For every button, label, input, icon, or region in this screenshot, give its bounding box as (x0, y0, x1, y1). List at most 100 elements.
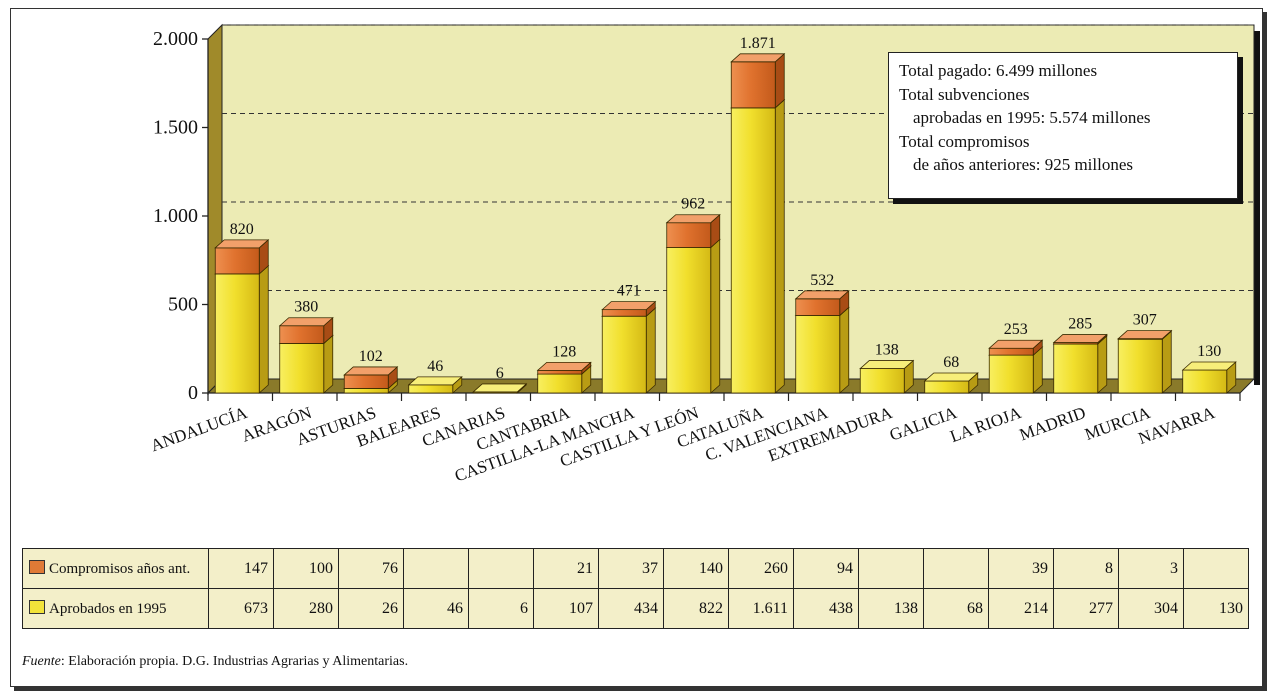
table-cell (923, 548, 989, 589)
table-cell: 434 (598, 588, 664, 629)
bar-total-label: 285 (1068, 316, 1092, 333)
table-cell: 107 (533, 588, 599, 629)
table-cell: 304 (1118, 588, 1184, 629)
table-cell: 147 (208, 548, 274, 589)
bar-compromisos (1117, 329, 1173, 341)
bar-aprobados-front (408, 384, 454, 394)
table-cell: 37 (598, 548, 664, 589)
yellow-cube-icon (29, 599, 45, 614)
table-cell: 76 (338, 548, 404, 589)
bar-compromisos-top (988, 339, 1044, 349)
bar-compromisos (214, 238, 270, 275)
bar-aprobados-side (1161, 330, 1172, 394)
source-text: : Elaboración propia. D.G. Industrias Ag… (60, 654, 409, 669)
bar-aprobados (601, 307, 657, 394)
bar-aprobados (665, 238, 721, 394)
source-label: Fuente (22, 654, 61, 669)
table-cell: 277 (1053, 588, 1119, 629)
table-cell: 8 (1053, 548, 1119, 589)
bar-aprobados (407, 375, 463, 394)
data-table: Compromisos años ant. 147 100 76 21 37 140 260… (22, 548, 1249, 629)
bar-total-label: 46 (427, 358, 443, 375)
bar-aprobados (214, 264, 270, 394)
bar-total-label: 128 (552, 343, 576, 360)
table-cell: 94 (793, 548, 859, 589)
table-cell: 6 (468, 588, 534, 629)
bar-aprobados-front (343, 387, 389, 394)
bar-total-label: 253 (1004, 321, 1028, 338)
row-header-label: Aprobados en 1995 (49, 600, 167, 617)
bar-aprobados-side (839, 306, 850, 394)
source-note: Fuente: Elaboración propia. D.G. Industr… (22, 654, 408, 670)
bar-aprobados-front (730, 107, 776, 394)
bar-compromisos-top (1052, 334, 1108, 343)
orange-cube-icon (29, 559, 45, 574)
bar-aprobados-front (214, 273, 260, 394)
bar-aprobados-front (988, 354, 1034, 394)
bar-compromisos-top (343, 366, 399, 376)
table-cell: 21 (533, 548, 599, 589)
bar-aprobados-side (645, 307, 656, 394)
table-row-aprobados: Aprobados en 1995 673 280 26 46 6 107 434 822 1.… (22, 588, 1249, 629)
bar-compromisos (343, 366, 399, 390)
row-header-label: Compromisos años ant. (49, 560, 191, 577)
bar-aprobados-top (407, 376, 463, 386)
bar-compromisos (794, 289, 850, 317)
table-cell (468, 548, 534, 589)
table-row-compromisos: Compromisos años ant. 147 100 76 21 37 140 260… (22, 548, 1249, 589)
bar-aprobados-front (537, 373, 583, 394)
note-line: Total subvenciones (899, 84, 1030, 104)
bar-chart: 05001.0001.5002.000820ANDALUCÍA380ARAGÓN… (148, 23, 1260, 486)
x-category-label: LA RIOJA (947, 403, 1024, 446)
bar-aprobados-side (1097, 335, 1108, 394)
bar-aprobados-front (924, 380, 970, 394)
bar-compromisos-front (343, 374, 389, 389)
bar-total-label: 532 (810, 272, 834, 289)
table-cell: 100 (273, 548, 339, 589)
bar-aprobados-front (279, 343, 325, 394)
bar-compromisos (536, 361, 592, 375)
bar-aprobados-top (472, 383, 528, 393)
table-cell: 46 (403, 588, 469, 629)
bar-aprobados (730, 98, 786, 394)
y-tick-label: 1.500 (153, 117, 198, 139)
totals-note-box: Total pagado: 6.499 millones Total subve… (888, 52, 1238, 199)
bar-aprobados-front (1053, 343, 1099, 394)
table-cell: 140 (663, 548, 729, 589)
table-cell (1183, 548, 1249, 589)
bar-compromisos-top (665, 214, 721, 224)
bar-aprobados (794, 306, 850, 394)
table-cell (403, 548, 469, 589)
bar-aprobados-top (923, 372, 979, 382)
table-cell: 260 (728, 548, 794, 589)
bar-aprobados (1181, 361, 1237, 394)
bar-compromisos-side (774, 52, 785, 109)
bar-aprobados (472, 383, 528, 394)
x-category-label: GALICIA (887, 403, 960, 445)
bar-total-label: 130 (1197, 343, 1221, 360)
bar-compromisos-top (536, 361, 592, 371)
bar-total-label: 68 (943, 354, 959, 371)
table-cell: 438 (793, 588, 859, 629)
table-cell: 1.611 (728, 588, 794, 629)
y-tick-label: 2.000 (153, 28, 198, 50)
row-header: Aprobados en 1995 (22, 588, 209, 629)
table-cell: 822 (663, 588, 729, 629)
table-cell (858, 548, 924, 589)
x-category-label: MADRID (1017, 403, 1088, 444)
table-cell: 214 (988, 588, 1054, 629)
table-cell: 3 (1118, 548, 1184, 589)
bar-total-label: 471 (617, 283, 641, 300)
bar-aprobados-front (666, 247, 712, 394)
bar-compromisos (601, 300, 657, 318)
bar-aprobados (1052, 335, 1108, 394)
bar-total-label: 1.871 (740, 35, 776, 52)
bar-aprobados (923, 372, 979, 394)
y-tick-label: 1.000 (153, 205, 198, 227)
bar-compromisos-top (730, 53, 786, 63)
bar-aprobados-side (710, 238, 721, 394)
bar-aprobados-top (1181, 361, 1237, 371)
bar-aprobados (859, 359, 915, 394)
note-line: aprobadas en 1995: 5.574 millones (913, 108, 1151, 127)
bar-total-label: 820 (230, 221, 254, 238)
